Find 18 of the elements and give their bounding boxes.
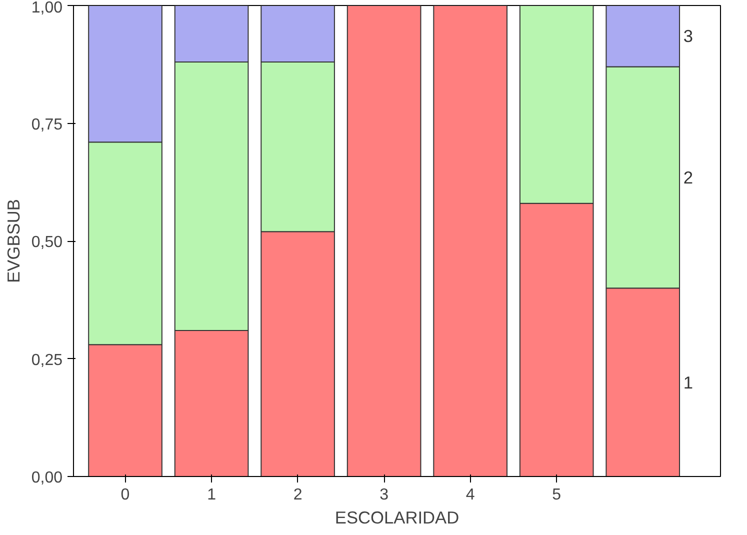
y-tick-label: 0,25 [31, 352, 63, 369]
y-tick-label: 0,50 [31, 234, 63, 251]
y-axis-title: EVGBSUB [3, 199, 24, 283]
bar [346, 6, 422, 476]
x-tick-label: 1 [207, 486, 216, 504]
x-tick-label: 4 [466, 486, 475, 504]
series-label: 1 [683, 372, 694, 392]
x-tick-label: 5 [552, 486, 562, 504]
bar [433, 6, 508, 476]
x-tick-label: 0 [120, 486, 130, 504]
x-tick-label: 3 [380, 486, 389, 504]
y-tick-label: 0,00 [31, 470, 63, 486]
x-tick-label: 2 [293, 486, 302, 504]
y-tick-label: 0,75 [31, 116, 63, 134]
series-label: 3 [683, 26, 694, 46]
series-label: 2 [683, 167, 694, 188]
x-axis-title: ESCOLARIDAD [334, 508, 460, 528]
y-tick-label: 1,00 [31, 0, 63, 16]
